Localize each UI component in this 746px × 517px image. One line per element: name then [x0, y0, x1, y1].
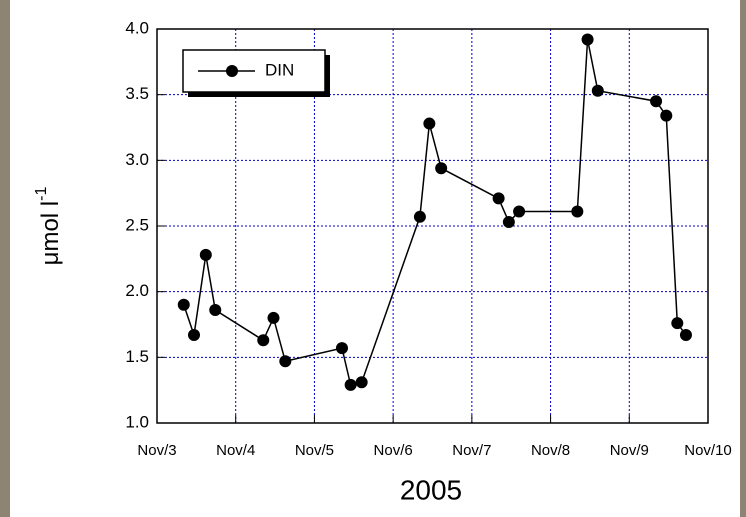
x-tick-label: Nov/4: [216, 442, 255, 459]
x-tick-label: Nov/7: [452, 442, 491, 459]
data-point: [267, 311, 280, 324]
data-point: [257, 334, 270, 347]
y-tick-label: 1.0: [125, 412, 149, 431]
data-point: [435, 162, 448, 175]
y-axis-label: μmol l-1: [33, 187, 64, 266]
y-tick-label: 2.0: [125, 281, 149, 300]
data-point: [671, 317, 684, 330]
x-axis-label: 2005: [400, 474, 462, 505]
x-tick-label: Nov/5: [295, 442, 334, 459]
data-point: [679, 329, 692, 342]
data-point: [199, 248, 212, 261]
data-point: [502, 216, 515, 229]
data-point: [355, 376, 368, 389]
data-point: [187, 329, 200, 342]
y-axis-label-sup: -1: [33, 187, 50, 201]
data-point: [581, 33, 594, 46]
data-point: [344, 378, 357, 391]
data-point: [423, 117, 436, 130]
y-tick-label: 3.0: [125, 150, 149, 169]
plot-frame: [156, 28, 709, 424]
y-axis-label-main: μmol l: [37, 201, 64, 266]
x-tick-label: Nov/10: [684, 442, 732, 459]
data-point: [492, 192, 505, 205]
data-point: [413, 210, 426, 223]
x-tick-label: Nov/8: [531, 442, 570, 459]
data-point: [279, 355, 292, 368]
legend-label: DIN: [265, 60, 294, 79]
data-point: [660, 109, 673, 122]
y-tick-label: 2.5: [125, 215, 149, 234]
x-tick-label: Nov/9: [610, 442, 649, 459]
y-tick-label: 1.5: [125, 347, 149, 366]
y-tick-label: 3.5: [125, 84, 149, 103]
data-point: [650, 95, 663, 108]
data-point: [591, 84, 604, 97]
y-tick-label: 4.0: [125, 18, 149, 37]
data-point: [335, 342, 348, 355]
x-tick-label: Nov/6: [374, 442, 413, 459]
panel: [10, 0, 740, 517]
data-point: [209, 304, 222, 317]
data-point: [513, 205, 526, 218]
data-point: [571, 205, 584, 218]
legend-marker: [226, 65, 238, 77]
x-tick-label: Nov/3: [137, 442, 176, 459]
data-point: [177, 298, 190, 311]
